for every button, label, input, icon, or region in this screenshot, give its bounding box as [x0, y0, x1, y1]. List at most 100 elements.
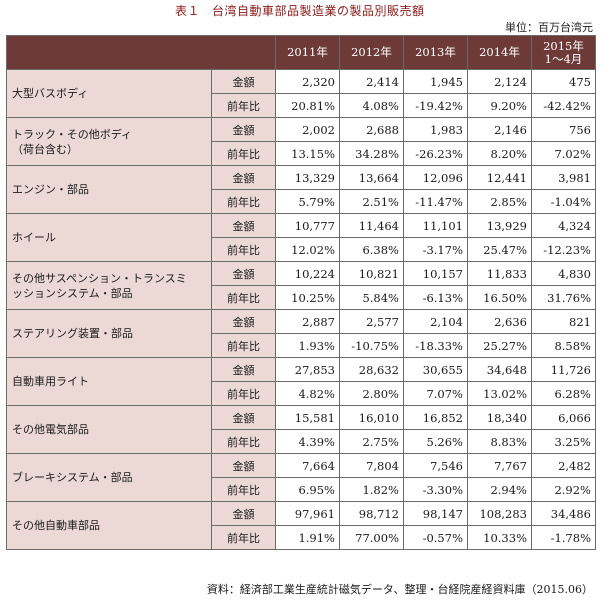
- yoy-cell: 34.28%: [339, 141, 404, 166]
- yoy-cell: 4.08%: [339, 93, 404, 118]
- category-name-line: その他サスペンション・トランスミ: [12, 271, 187, 285]
- amount-cell: 2,887: [275, 309, 340, 334]
- header-corner: [6, 35, 276, 70]
- yoy-cell: 7.07%: [403, 381, 468, 406]
- amount-cell: 2,124: [467, 69, 532, 94]
- amount-cell: 2,104: [403, 309, 468, 334]
- yoy-cell: -6.13%: [403, 285, 468, 310]
- category-name-line: エンジン・部品: [12, 183, 89, 196]
- amount-label: 金額: [211, 309, 276, 334]
- category-name-line: トラック・その他ボディ: [12, 127, 133, 141]
- amount-cell: 7,664: [275, 453, 340, 478]
- amount-cell: 10,224: [275, 261, 340, 286]
- header-2015-year: 2015年: [543, 38, 584, 53]
- amount-cell: 11,726: [531, 357, 596, 382]
- yoy-cell: 1.91%: [275, 525, 340, 550]
- amount-cell: 2,688: [339, 117, 404, 142]
- yoy-label: 前年比: [211, 333, 276, 358]
- amount-cell: 27,853: [275, 357, 340, 382]
- yoy-cell: 2.80%: [339, 381, 404, 406]
- yoy-cell: 1.82%: [339, 477, 404, 502]
- table-title: 表１ 台湾自動車部品製造業の製品別販売額: [175, 2, 425, 19]
- header-2011: 2011年: [275, 35, 340, 70]
- amount-cell: 2,482: [531, 453, 596, 478]
- header-2014: 2014年: [467, 35, 532, 70]
- yoy-cell: 16.50%: [467, 285, 532, 310]
- table-row: その他電気部品 金額 15,581 16,010 16,852 18,340 6,066: [6, 405, 596, 454]
- yoy-cell: 10.25%: [275, 285, 340, 310]
- yoy-label: 前年比: [211, 141, 276, 166]
- table-row: 前年比 1.93% -10.75% -18.33% 25.27% 8.58%: [7, 333, 596, 358]
- yoy-cell: 7.02%: [531, 141, 596, 166]
- yoy-cell: -10.75%: [339, 333, 404, 358]
- table-row: その他自動車部品 金額 97,961 98,712 98,147 108,283 34,48…: [6, 501, 596, 550]
- amount-cell: 11,464: [339, 213, 404, 238]
- amount-cell: 1,945: [403, 69, 468, 94]
- amount-label: 金額: [211, 117, 276, 142]
- amount-cell: 2,320: [275, 69, 340, 94]
- category-name-line: ホイール: [12, 231, 56, 244]
- amount-cell: 7,804: [339, 453, 404, 478]
- amount-label: 金額: [211, 165, 276, 190]
- table-row: 前年比 1.91% 77.00% -0.57% 10.33% -1.78%: [7, 525, 596, 550]
- table-row: 前年比 20.81% 4.08% -19.42% 9.20% -42.42%: [7, 93, 596, 118]
- amount-cell: 821: [531, 309, 596, 334]
- amount-cell: 34,648: [467, 357, 532, 382]
- yoy-cell: -26.23%: [403, 141, 468, 166]
- yoy-cell: 8.83%: [467, 429, 532, 454]
- amount-label: 金額: [211, 501, 276, 526]
- yoy-cell: 9.20%: [467, 93, 532, 118]
- amount-cell: 12,096: [403, 165, 468, 190]
- table-row: 前年比 5.79% 2.51% -11.47% 2.85% -1.04%: [7, 189, 596, 214]
- yoy-cell: -18.33%: [403, 333, 468, 358]
- category-name: その他電気部品: [6, 405, 212, 454]
- amount-cell: 3,981: [531, 165, 596, 190]
- amount-cell: 4,324: [531, 213, 596, 238]
- amount-cell: 16,010: [339, 405, 404, 430]
- yoy-cell: -12.23%: [531, 237, 596, 262]
- amount-cell: 11,833: [467, 261, 532, 286]
- amount-cell: 34,486: [531, 501, 596, 526]
- amount-label: 金額: [211, 357, 276, 382]
- category-name: その他サスペンション・トランスミ ッションシステム・部品: [6, 261, 212, 310]
- yoy-label: 前年比: [211, 93, 276, 118]
- category-name: ステアリング装置・部品: [6, 309, 212, 358]
- category-name-line: （荷台含む）: [12, 142, 78, 156]
- table-row: 前年比 10.25% 5.84% -6.13% 16.50% 31.76%: [7, 285, 596, 310]
- yoy-cell: 25.27%: [467, 333, 532, 358]
- category-name-line: ステアリング装置・部品: [12, 327, 133, 340]
- amount-cell: 2,577: [339, 309, 404, 334]
- yoy-cell: 2.51%: [339, 189, 404, 214]
- header-2012: 2012年: [339, 35, 404, 70]
- category-name: ブレーキシステム・部品: [6, 453, 212, 502]
- yoy-label: 前年比: [211, 381, 276, 406]
- amount-cell: 2,146: [467, 117, 532, 142]
- yoy-label: 前年比: [211, 189, 276, 214]
- yoy-cell: 2.85%: [467, 189, 532, 214]
- yoy-cell: 77.00%: [339, 525, 404, 550]
- table-number: 表１: [175, 4, 201, 18]
- category-name-line: 自動車用ライト: [12, 375, 89, 388]
- yoy-cell: 3.25%: [531, 429, 596, 454]
- yoy-cell: 2.94%: [467, 477, 532, 502]
- category-name: その他自動車部品: [6, 501, 212, 550]
- yoy-cell: 6.95%: [275, 477, 340, 502]
- amount-cell: 10,157: [403, 261, 468, 286]
- category-name-line: ッションシステム・部品: [12, 286, 133, 300]
- yoy-cell: -42.42%: [531, 93, 596, 118]
- yoy-cell: -0.57%: [403, 525, 468, 550]
- yoy-label: 前年比: [211, 525, 276, 550]
- yoy-cell: -19.42%: [403, 93, 468, 118]
- amount-cell: 13,929: [467, 213, 532, 238]
- amount-cell: 475: [531, 69, 596, 94]
- header-2015: 2015年 1～4月: [531, 35, 596, 70]
- table-row: エンジン・部品 金額 13,329 13,664 12,096 12,441 3,981: [6, 165, 596, 214]
- amount-cell: 18,340: [467, 405, 532, 430]
- yoy-cell: 6.28%: [531, 381, 596, 406]
- table-row: ホイール 金額 10,777 11,464 11,101 13,929 4,324: [6, 213, 596, 262]
- table-row: 前年比 4.82% 2.80% 7.07% 13.02% 6.28%: [7, 381, 596, 406]
- amount-cell: 10,777: [275, 213, 340, 238]
- table-row: トラック・その他ボディ （荷台含む） 金額 2,002 2,688 1,983 2,146 7…: [6, 117, 596, 166]
- category-name: 大型バスボディ: [6, 69, 212, 118]
- yoy-cell: -11.47%: [403, 189, 468, 214]
